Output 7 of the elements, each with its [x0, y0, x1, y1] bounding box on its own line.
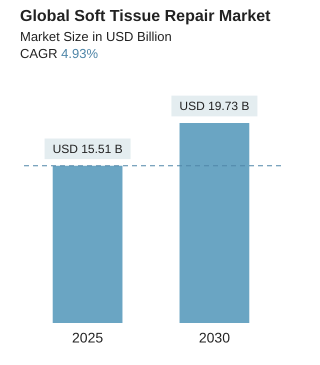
data-label: USD 19.73 B: [179, 99, 250, 113]
chart-title: Global Soft Tissue Repair Market: [20, 8, 272, 26]
text: CAGR 4.93%: [20, 46, 100, 61]
chart-subtitle: Market Size in USD Billion: [20, 29, 173, 44]
x-tick-label: 2025: [72, 330, 104, 346]
x-tick-label: 2030: [198, 330, 230, 346]
data-label: USD 15.51 B: [52, 142, 123, 156]
